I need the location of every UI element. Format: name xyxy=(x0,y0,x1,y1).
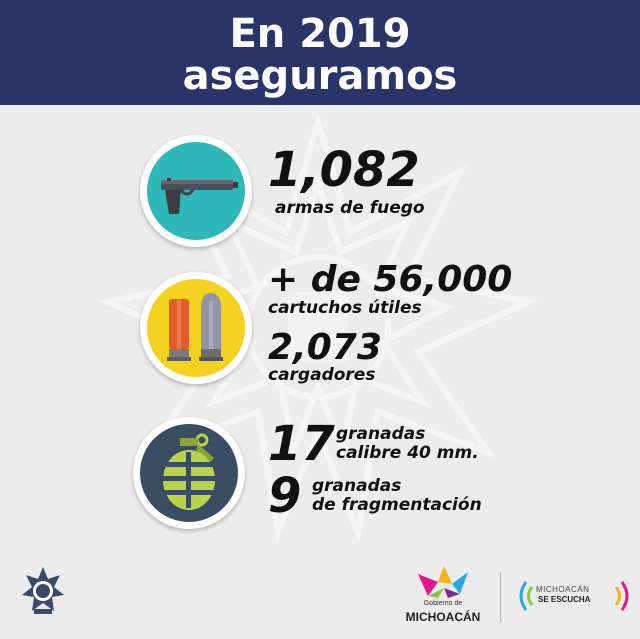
grenade-icon xyxy=(162,433,216,510)
grenades-40mm-count: 17 xyxy=(268,416,335,472)
firearms-count: 1,082 xyxy=(268,142,420,198)
grenades-40mm-label-line2: calibre 40 mm. xyxy=(336,443,479,463)
firearms-label: armas de fuego xyxy=(275,198,425,218)
grenade-circle xyxy=(133,417,245,529)
page-title-line1: En 2019 xyxy=(229,11,411,57)
frag-grenades-count: 9 xyxy=(268,468,302,524)
gobierno-michoacan-logo: Gobierno de MICHOACÁN xyxy=(398,564,488,629)
grenades-40mm-label-line1: granadas xyxy=(336,424,426,444)
michoacan-se-escucha-logo: MICHOACÁN SE ESCUCHA xyxy=(512,576,634,616)
sound-waves-icon xyxy=(519,581,629,611)
cartridges-icon xyxy=(167,293,223,361)
escucha-line1: MICHOACÁN xyxy=(536,585,590,594)
pistol-icon xyxy=(161,178,238,214)
michoacan-butterfly-icon xyxy=(418,566,468,598)
cartridges-label: cartuchos útiles xyxy=(268,298,422,318)
police-badge-icon xyxy=(22,567,64,614)
magazines-label: cargadores xyxy=(268,365,376,385)
footer-divider xyxy=(500,572,501,622)
pistol-circle xyxy=(140,135,252,247)
escucha-line2: SE ESCUCHA xyxy=(538,595,591,604)
page-title-line2: aseguramos xyxy=(182,53,458,99)
cartridges-circle xyxy=(140,272,252,384)
gobierno-de-text: Gobierno de xyxy=(423,600,463,607)
frag-grenades-label-line2: de fragmentación xyxy=(312,495,482,515)
michoacan-text: MICHOACÁN xyxy=(405,610,481,624)
magazines-count: 2,073 xyxy=(268,327,382,368)
cartridges-count: + de 56,000 xyxy=(268,259,513,300)
header-banner: En 2019 aseguramos xyxy=(0,0,640,105)
frag-grenades-label-line1: granadas xyxy=(312,476,402,496)
